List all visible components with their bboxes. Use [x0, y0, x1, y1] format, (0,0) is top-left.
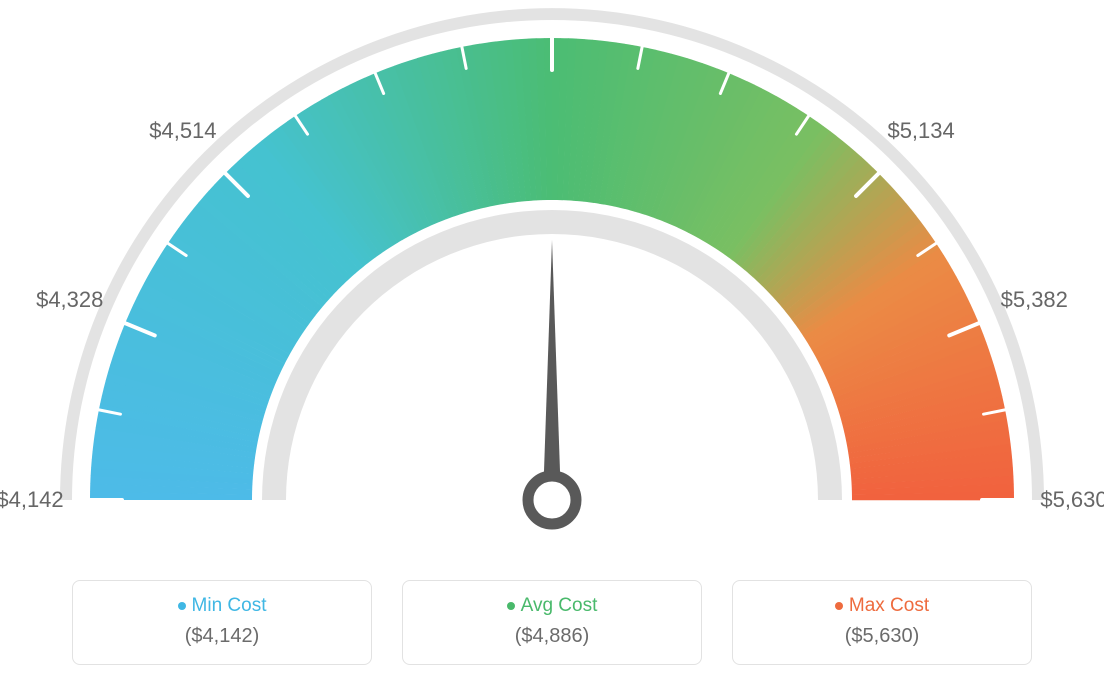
gauge-chart: { "gauge": { "type": "gauge", "center_x"… [0, 0, 1104, 690]
legend-card-avg-cost: Avg Cost ($4,886) [402, 580, 702, 665]
tick-label: $5,630 [1040, 487, 1104, 512]
legend-card-max-cost: Max Cost ($5,630) [732, 580, 1032, 665]
legend-title: Min Cost [91, 595, 353, 617]
legend-value: ($5,630) [751, 625, 1013, 648]
legend-row: Min Cost ($4,142) Avg Cost ($4,886) Max Cost… [0, 580, 1104, 665]
legend-dot-icon [507, 602, 515, 610]
gauge-svg: $4,142$4,328$4,514$4,886$5,134$5,382$5,6… [0, 0, 1104, 560]
tick-label: $4,514 [149, 118, 216, 143]
legend-title-text: Max Cost [849, 595, 929, 616]
tick-label: $4,142 [0, 487, 64, 512]
legend-card-min-cost: Min Cost ($4,142) [72, 580, 372, 665]
needle-pivot [528, 476, 576, 524]
legend-title: Max Cost [751, 595, 1013, 617]
tick-label: $4,328 [36, 287, 103, 312]
legend-value: ($4,142) [91, 625, 353, 648]
legend-dot-icon [178, 602, 186, 610]
legend-dot-icon [835, 602, 843, 610]
legend-value: ($4,886) [421, 625, 683, 648]
tick-label: $5,382 [1001, 287, 1068, 312]
needle [543, 240, 561, 500]
legend-title-text: Min Cost [192, 595, 267, 616]
legend-title-text: Avg Cost [521, 595, 598, 616]
tick-label: $5,134 [887, 118, 954, 143]
legend-title: Avg Cost [421, 595, 683, 617]
